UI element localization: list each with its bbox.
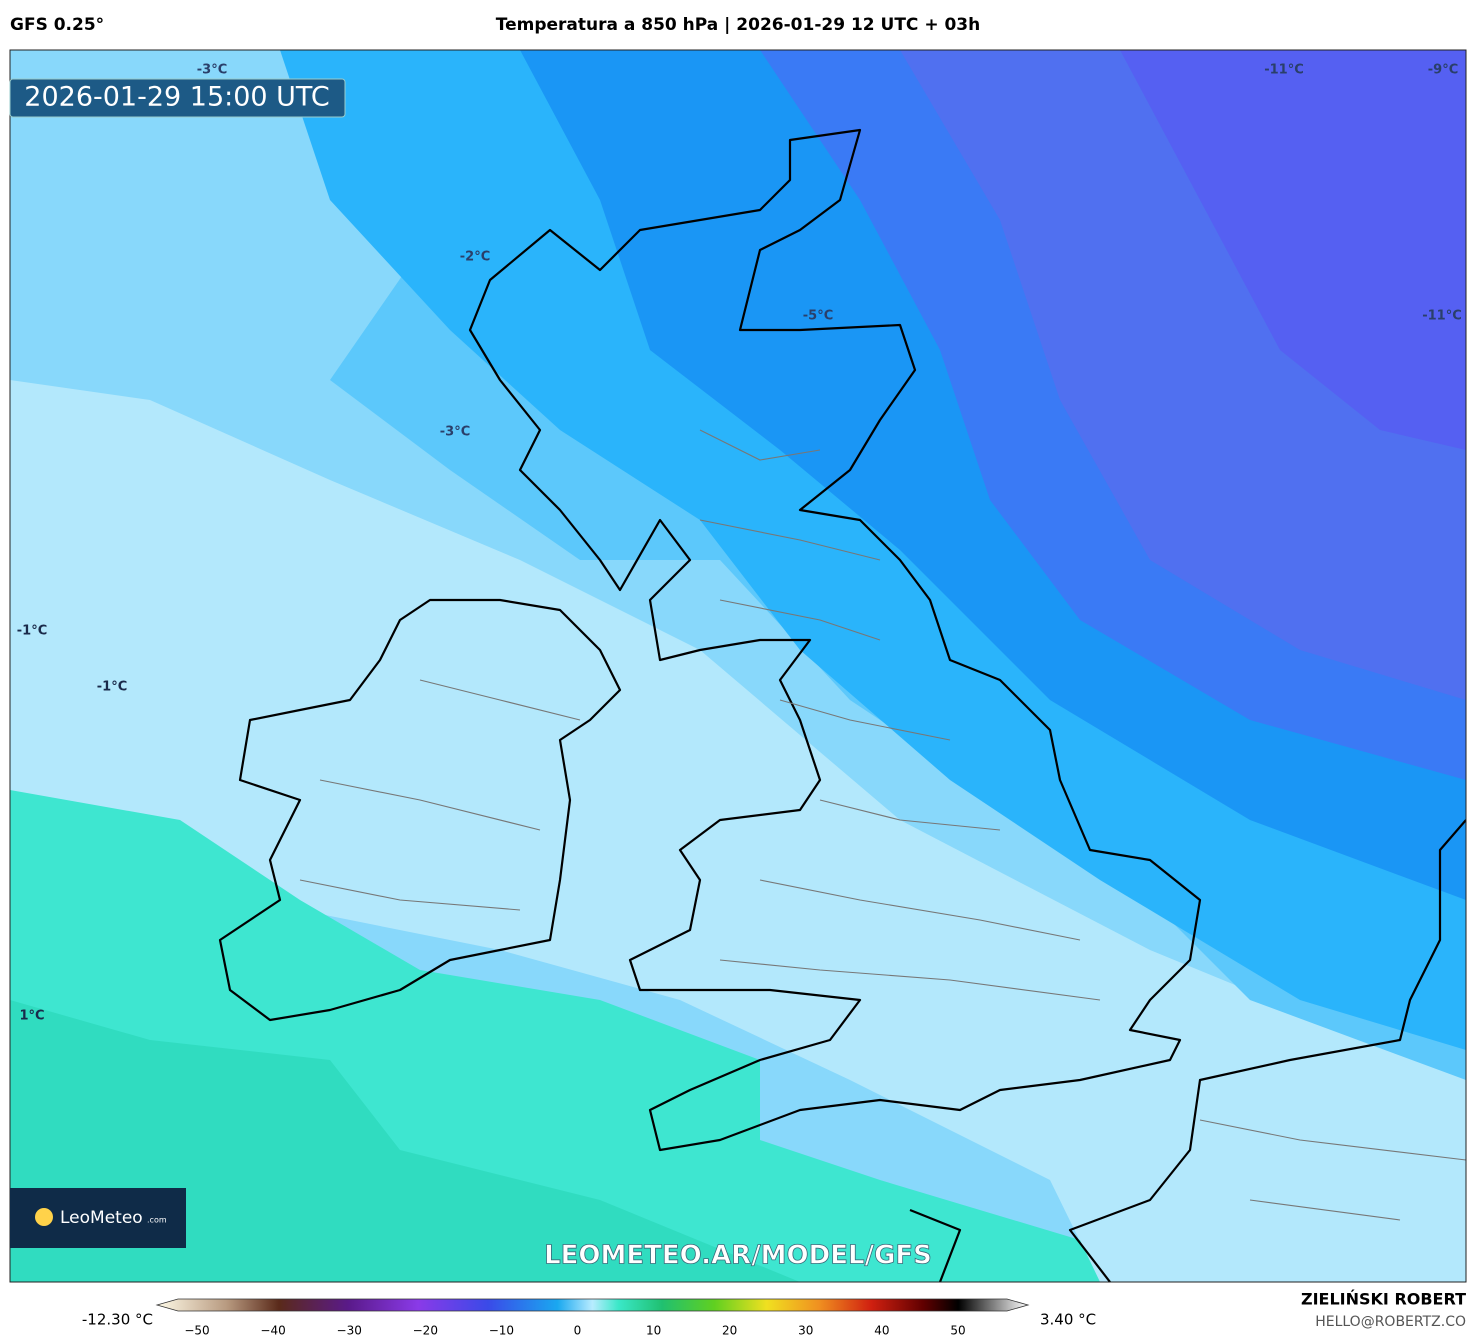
colorbar-tick-label: −10 (489, 1324, 514, 1338)
contour-label: -11°C (1422, 309, 1462, 324)
coastline (468, 128, 1202, 1152)
contour-label: -3°C (197, 63, 227, 78)
logo-text: LeoMeteo (60, 1208, 143, 1228)
contour-label: 1°C (19, 1009, 44, 1024)
logo-suffix: .com (147, 1216, 167, 1225)
map-title: Temperatura a 850 hPa | 2026-01-29 12 UT… (496, 15, 981, 35)
author: ZIELIŃSKI ROBERT (1301, 1290, 1466, 1309)
colorbar-tick-label: 30 (798, 1324, 813, 1338)
time-box (9, 78, 346, 118)
colorbar-min: -12.30 °C (82, 1311, 153, 1329)
field-zone (1120, 50, 1466, 450)
colorbar (155, 1298, 1030, 1312)
map-frame (9, 49, 1467, 1283)
coastline (909, 1208, 962, 1282)
model-label: GFS 0.25° (10, 15, 104, 35)
colorbar-tick-label: −50 (184, 1324, 209, 1338)
colorbar-tick-label: −20 (413, 1324, 438, 1338)
contour-label: -5°C (803, 309, 833, 324)
colorbar-max: 3.40 °C (1040, 1311, 1096, 1329)
contour-label: -9°C (1428, 63, 1458, 78)
colorbar-tick-label: 0 (574, 1324, 582, 1338)
colorbar-tick-label: −40 (260, 1324, 285, 1338)
field-zone (10, 380, 1466, 1282)
contour-label: -1°C (17, 624, 47, 639)
colorbar-tick-label: 20 (722, 1324, 737, 1338)
valid-time: 2026-01-29 15:00 UTC (24, 82, 329, 113)
email: HELLO@ROBERTZ.CO (1315, 1314, 1466, 1330)
colorbar-tick-label: −30 (337, 1324, 362, 1338)
contour-label: -1°C (97, 680, 127, 695)
coastline (218, 598, 622, 1022)
watermark: LEOMETEO.AR/MODEL/GFS (544, 1241, 932, 1271)
colorbar-tick-label: 40 (874, 1324, 889, 1338)
colorbar-tick-label: 50 (950, 1324, 965, 1338)
colorbar-tick-label: 10 (646, 1324, 661, 1338)
map-area (10, 50, 1466, 1282)
coastline (1068, 819, 1466, 1282)
field-zone (10, 1000, 800, 1282)
logo-sun (35, 1208, 53, 1226)
contour-label: -11°C (1264, 63, 1304, 78)
contour-label: -3°C (440, 425, 470, 440)
admin-border (299, 429, 1466, 1221)
colorbar-ticks: −50 −40 −30 −20 −10 0 10 20 30 40 50 (184, 1324, 965, 1338)
contour-label: -2°C (460, 250, 490, 265)
